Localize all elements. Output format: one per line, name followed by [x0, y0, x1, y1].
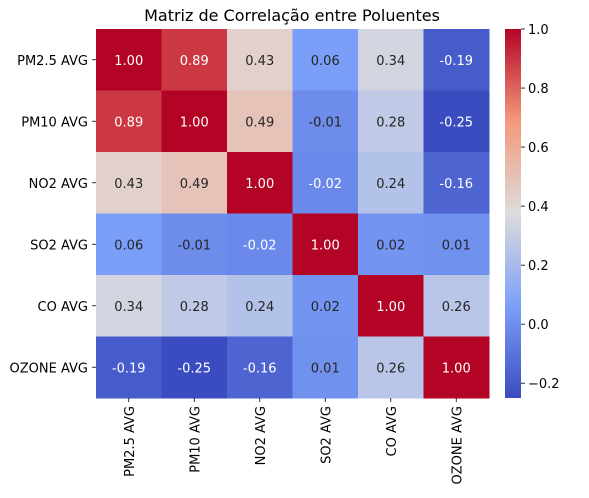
- heatmap-cell: [161, 213, 228, 276]
- row-tick-label: OZONE AVG: [10, 361, 88, 376]
- cell-value-label: 0.26: [376, 361, 405, 376]
- heatmap-cell: [292, 29, 359, 91]
- heatmap-cell: [292, 90, 359, 153]
- cell-value-label: -0.16: [439, 177, 473, 192]
- row-tick-label: SO2 AVG: [30, 238, 88, 253]
- cell-value-label: -0.01: [308, 115, 342, 130]
- heatmap-cell: [292, 336, 359, 399]
- cell-value-label: 1.00: [311, 238, 340, 253]
- heatmap-cell: [227, 336, 293, 399]
- cell-value-label: -0.16: [243, 361, 277, 376]
- cell-value-label: 0.34: [114, 300, 143, 315]
- heatmap-cell: [227, 29, 293, 91]
- cell-value-label: 1.00: [442, 361, 471, 376]
- row-labels: PM2.5 AVG PM10 AVG NO2 AVG SO2 AVG CO AVG OZO…: [10, 54, 96, 376]
- column-tick-label: PM2.5 AVG: [123, 406, 138, 477]
- cell-value-label: 0.01: [311, 361, 340, 376]
- heatmap-cell: [227, 90, 293, 153]
- cell-value-label: 0.02: [376, 238, 405, 253]
- cell-value-label: -0.19: [439, 54, 473, 69]
- cell-value-label: 1.00: [180, 115, 209, 130]
- heatmap-cell: [423, 275, 490, 337]
- cell-value-label: -0.02: [308, 177, 342, 192]
- cell-value-label: 0.24: [245, 300, 274, 315]
- heatmap-cell: [358, 152, 424, 214]
- cell-value-label: 0.26: [442, 300, 471, 315]
- cell-value-label: 0.06: [114, 238, 143, 253]
- colorbar-gradient: [505, 29, 521, 398]
- cell-value-label: 0.89: [180, 54, 209, 69]
- cell-value-label: -0.01: [177, 238, 211, 253]
- column-labels: PM2.5 AVG PM10 AVG NO2 AVG SO2 AVG CO AVG OZO…: [123, 398, 465, 484]
- cell-value-label: 0.49: [245, 115, 274, 130]
- column-tick-label: NO2 AVG: [254, 406, 269, 465]
- column-tick-label: SO2 AVG: [319, 406, 334, 464]
- cell-value-label: 0.34: [376, 54, 405, 69]
- heatmap-cell: [227, 213, 293, 276]
- colorbar-tick-label: −0.2: [528, 377, 560, 392]
- colorbar-tick-label: 0.8: [528, 82, 549, 97]
- heatmap-cell: [161, 90, 228, 153]
- colorbar-tick-label: 0.2: [528, 259, 549, 274]
- cell-value-label: 0.24: [376, 177, 405, 192]
- heatmap-cell: [358, 213, 424, 276]
- cell-value-label: 0.43: [245, 54, 274, 69]
- cell-value-label: 1.00: [245, 177, 274, 192]
- cell-value-label: 0.43: [114, 177, 143, 192]
- heatmap-cell: [161, 336, 228, 399]
- cell-value-label: -0.02: [243, 238, 277, 253]
- row-tick-label: CO AVG: [38, 300, 88, 315]
- heatmap-cell: [96, 275, 162, 337]
- heatmap-cell: [358, 336, 424, 399]
- heatmap-cell: [423, 90, 490, 153]
- column-tick-label: PM10 AVG: [188, 406, 203, 473]
- heatmap-grid: 1.00 0.89 0.43 0.06 0.34 -0.19 0.89 1.00 0.49 -0.…: [96, 29, 490, 399]
- heatmap-cell: [161, 275, 228, 337]
- heatmap-cell: [227, 152, 293, 214]
- heatmap-cell: [423, 213, 490, 276]
- heatmap-cell: [96, 336, 162, 399]
- heatmap-cell: [161, 29, 228, 91]
- cell-value-label: 0.28: [376, 115, 405, 130]
- cell-value-label: 0.89: [114, 115, 143, 130]
- heatmap-cell: [423, 29, 490, 91]
- heatmap-cell: [292, 213, 359, 276]
- row-tick-label: NO2 AVG: [29, 177, 88, 192]
- cell-value-label: 0.06: [311, 54, 340, 69]
- colorbar-tick-label: 0.6: [528, 141, 549, 156]
- heatmap-cell: [96, 152, 162, 214]
- cell-value-label: 0.28: [180, 300, 209, 315]
- heatmap-cell: [423, 152, 490, 214]
- colorbar-tick-label: 1.0: [528, 23, 549, 38]
- heatmap-cell: [227, 275, 293, 337]
- heatmap-cell: [358, 275, 424, 337]
- heatmap-cell: [358, 90, 424, 153]
- colorbar: −0.2 0.0 0.2 0.4 0.6 0.8 1.0: [505, 23, 560, 398]
- cell-value-label: 1.00: [376, 300, 405, 315]
- cell-value-label: 0.02: [311, 300, 340, 315]
- cell-value-label: -0.25: [439, 115, 473, 130]
- heatmap-cell: [161, 152, 228, 214]
- heatmap-cell: [96, 213, 162, 276]
- colorbar-tick-label: 0.4: [528, 200, 549, 215]
- cell-value-label: 0.01: [442, 238, 471, 253]
- cell-value-label: 1.00: [114, 54, 143, 69]
- heatmap-cell: [96, 90, 162, 153]
- row-tick-label: PM2.5 AVG: [17, 54, 88, 69]
- cell-value-label: 0.49: [180, 177, 209, 192]
- heatmap-cell: [292, 275, 359, 337]
- colorbar-tick-label: 0.0: [528, 318, 549, 333]
- heatmap-cell: [358, 29, 424, 91]
- cell-value-label: -0.19: [112, 361, 146, 376]
- cell-value-label: -0.25: [177, 361, 211, 376]
- heatmap-cell: [292, 152, 359, 214]
- column-tick-label: OZONE AVG: [450, 406, 465, 484]
- chart-title: Matriz de Correlação entre Poluentes: [144, 6, 440, 25]
- heatmap-cell: [423, 336, 490, 399]
- column-tick-label: CO AVG: [385, 406, 400, 456]
- heatmap-cell: [96, 29, 162, 91]
- row-tick-label: PM10 AVG: [21, 115, 88, 130]
